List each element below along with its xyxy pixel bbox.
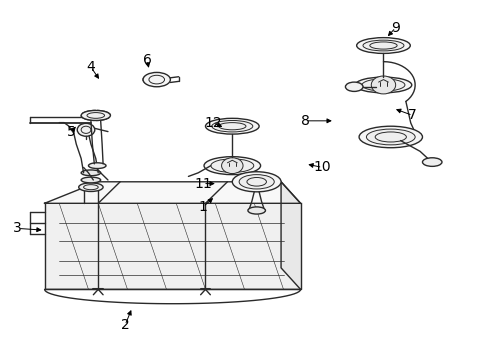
Ellipse shape <box>81 170 101 176</box>
Ellipse shape <box>143 72 170 87</box>
Text: 7: 7 <box>407 108 416 122</box>
Text: 5: 5 <box>67 125 76 139</box>
Text: 11: 11 <box>194 177 211 190</box>
Ellipse shape <box>366 129 414 145</box>
Ellipse shape <box>247 207 265 214</box>
Ellipse shape <box>358 126 422 148</box>
Text: 3: 3 <box>13 221 22 235</box>
Ellipse shape <box>203 157 260 175</box>
Ellipse shape <box>205 118 259 134</box>
Ellipse shape <box>361 79 404 91</box>
Ellipse shape <box>79 183 103 192</box>
Ellipse shape <box>354 77 411 93</box>
Text: 9: 9 <box>390 21 399 35</box>
Ellipse shape <box>362 40 403 51</box>
Text: 2: 2 <box>121 318 129 332</box>
Ellipse shape <box>232 172 281 192</box>
Text: 1: 1 <box>198 200 207 214</box>
Polygon shape <box>44 182 300 203</box>
Text: 10: 10 <box>313 161 331 175</box>
Ellipse shape <box>81 111 110 121</box>
Ellipse shape <box>239 175 274 189</box>
Text: 6: 6 <box>142 53 151 67</box>
Ellipse shape <box>211 121 252 132</box>
Text: 8: 8 <box>301 114 309 128</box>
Text: 4: 4 <box>86 60 95 74</box>
Ellipse shape <box>210 159 253 172</box>
Circle shape <box>370 76 395 94</box>
Ellipse shape <box>422 158 441 166</box>
Ellipse shape <box>356 38 409 53</box>
Ellipse shape <box>77 123 95 136</box>
Circle shape <box>221 158 243 174</box>
Ellipse shape <box>345 82 362 91</box>
Polygon shape <box>44 203 300 289</box>
Ellipse shape <box>81 177 101 183</box>
Ellipse shape <box>88 163 106 168</box>
Text: 12: 12 <box>203 116 221 130</box>
Polygon shape <box>281 182 300 289</box>
